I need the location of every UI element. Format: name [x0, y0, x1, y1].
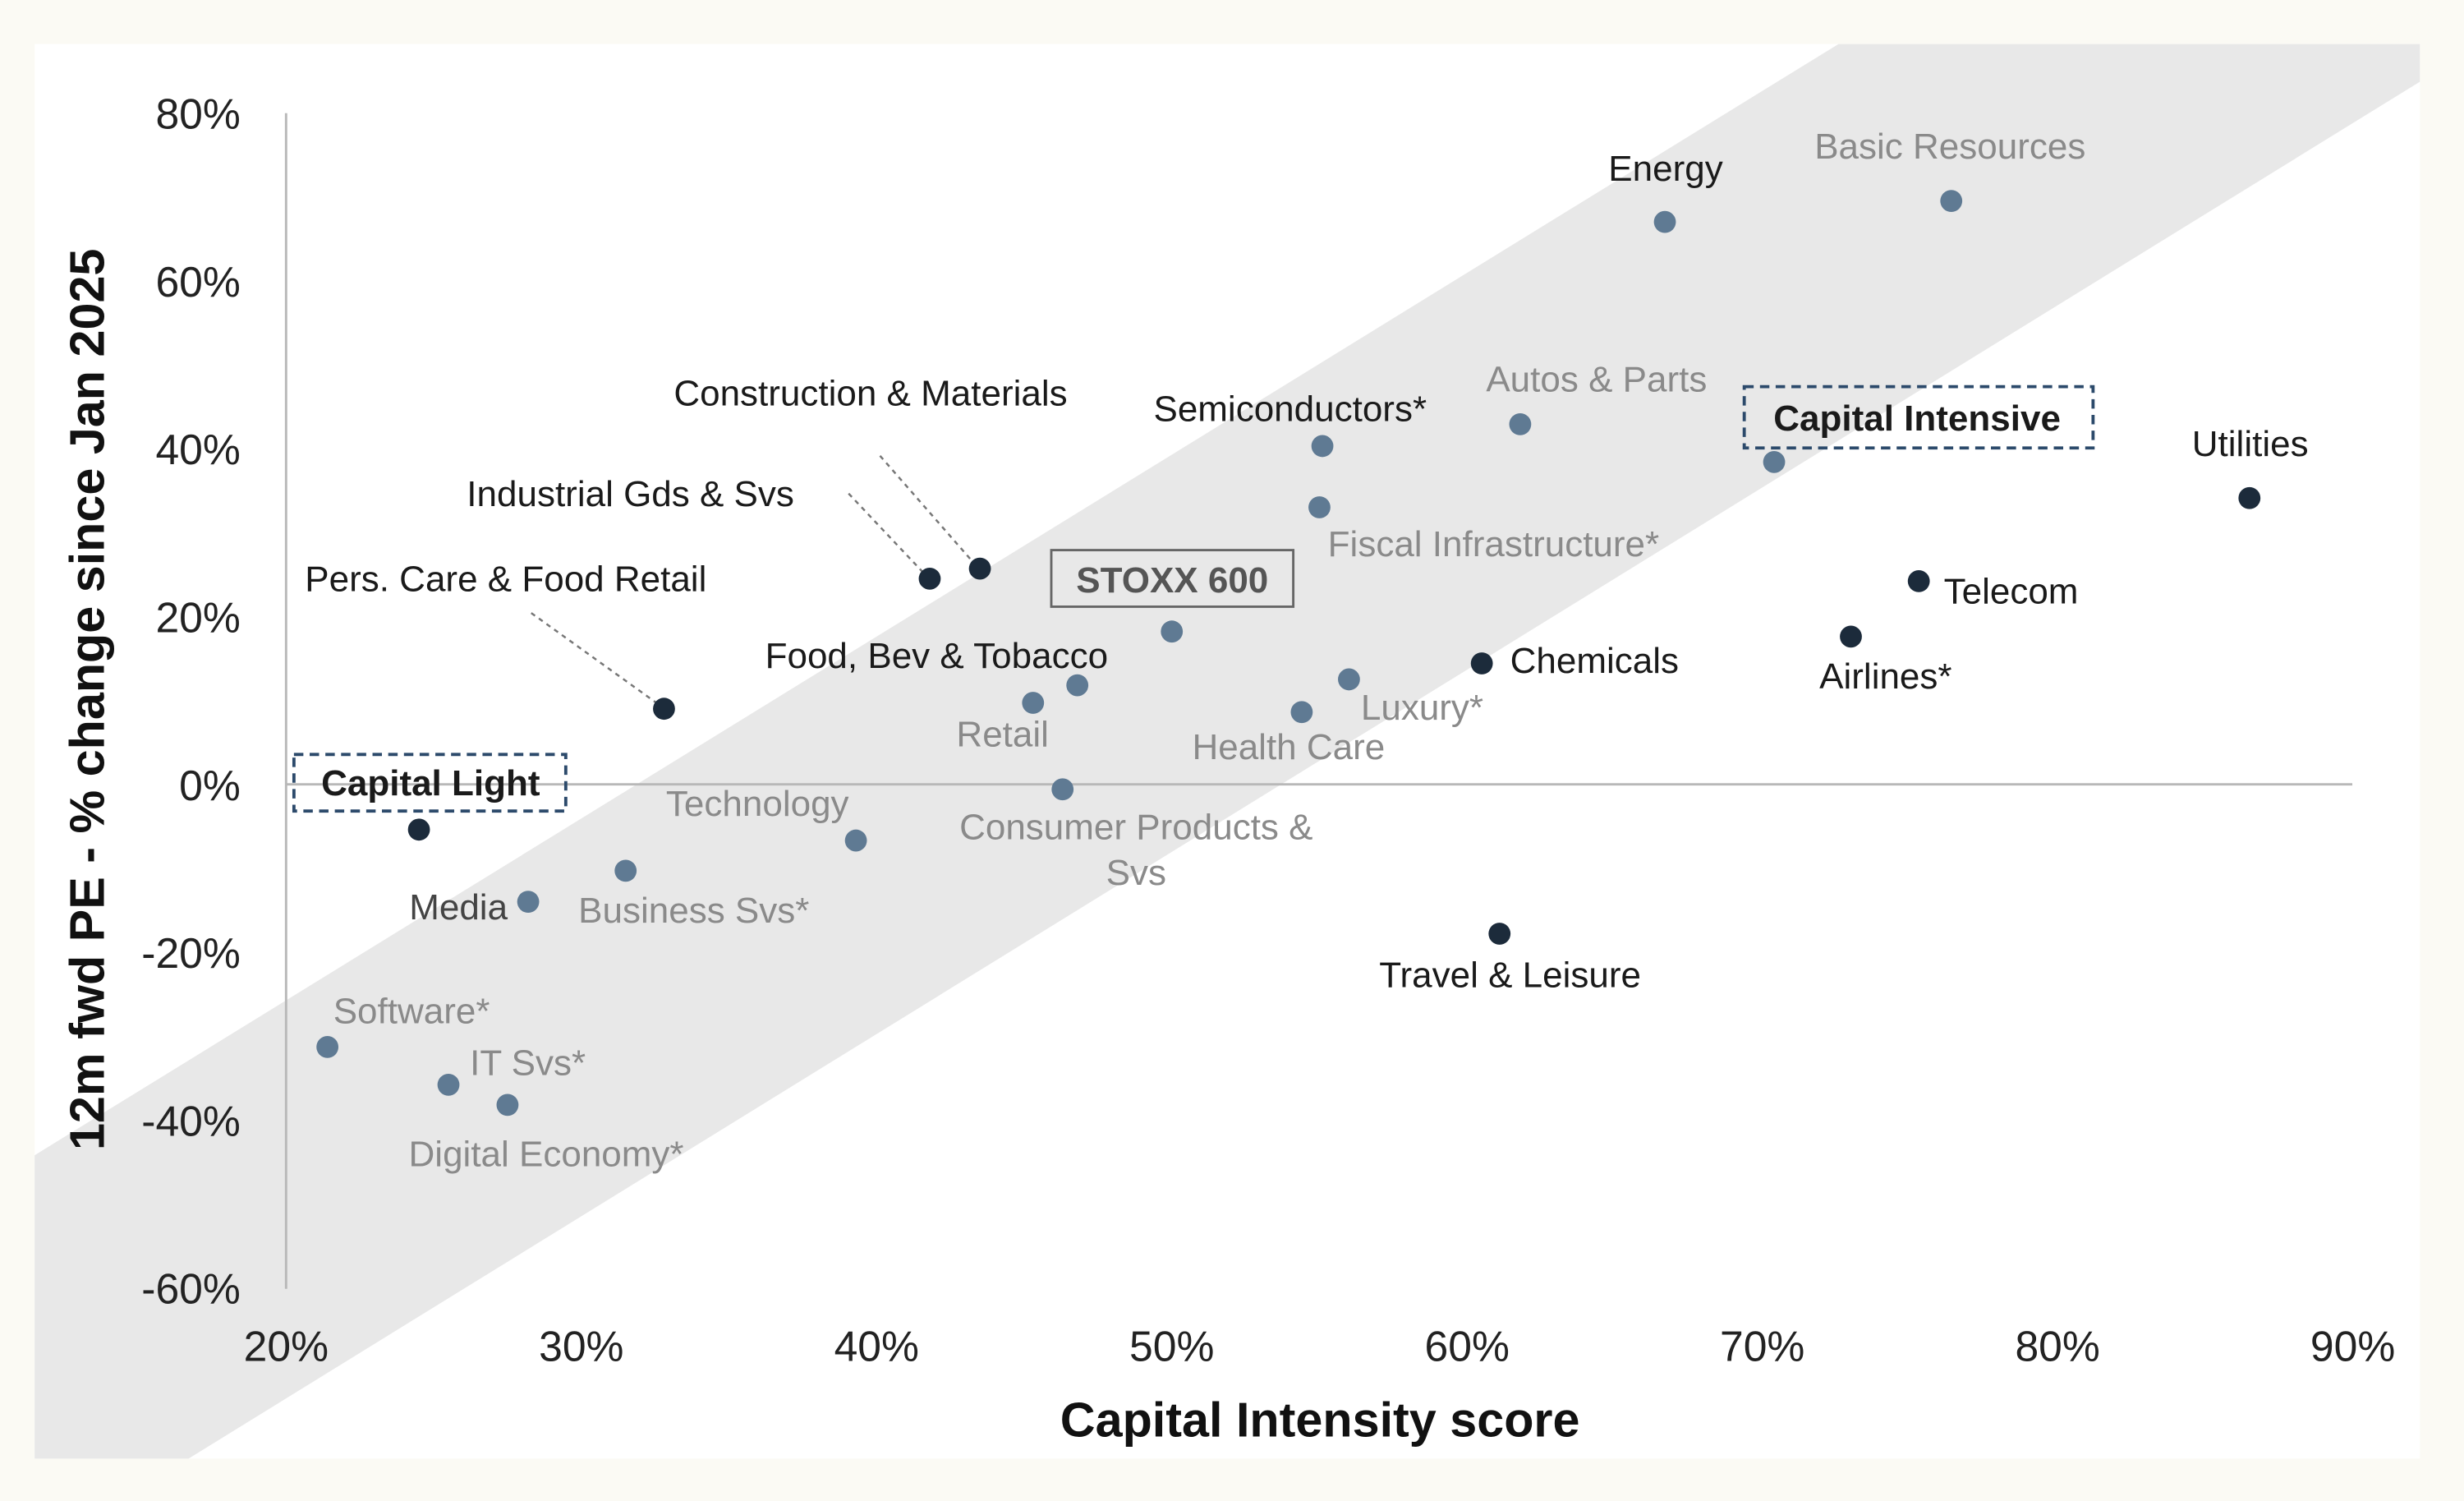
data-point-luxury — [1338, 668, 1360, 691]
y-tick-label: 0% — [179, 762, 241, 809]
capital-light-label: Capital Light — [321, 763, 540, 803]
point-label: Semiconductors* — [1153, 389, 1427, 430]
point-label: Utilities — [2192, 424, 2309, 464]
x-tick-label: 40% — [834, 1323, 919, 1370]
data-point-it-svs — [437, 1073, 460, 1096]
x-axis-title: Capital Intensity score — [1060, 1393, 1580, 1448]
data-point-airlines — [1840, 625, 1862, 648]
point-label: Technology — [666, 784, 849, 824]
y-tick-label: -40% — [141, 1097, 241, 1144]
data-point-consumer-products-svs — [1051, 778, 1074, 801]
data-point-food-bev-tobacco — [1066, 674, 1089, 697]
data-point-autos-parts — [1509, 412, 1532, 435]
point-label: Autos & Parts — [1486, 359, 1707, 399]
data-point-capital-intensive — [1763, 450, 1786, 473]
data-point-retail — [1022, 692, 1045, 714]
point-label: Business Svs* — [578, 891, 809, 931]
data-point-fiscal-infrastructure — [1308, 496, 1331, 518]
point-label: Svs — [1106, 853, 1166, 893]
x-tick-label: 30% — [539, 1323, 623, 1370]
point-label: Luxury* — [1361, 688, 1483, 728]
data-point-capital-light — [407, 818, 430, 841]
data-point-construction-materials — [968, 557, 991, 580]
x-tick-label: 70% — [1720, 1323, 1804, 1370]
y-axis-title: 12m fwd PE - % change since Jan 2025 — [59, 249, 114, 1150]
data-point-health-care — [1290, 701, 1313, 724]
stoxx-600-box — [1050, 549, 1295, 608]
y-tick-label: 60% — [155, 258, 240, 306]
y-tick-label: 20% — [155, 593, 240, 641]
point-label: Retail — [956, 715, 1049, 755]
point-label: Construction & Materials — [673, 374, 1067, 414]
point-label: Airlines* — [1819, 656, 1951, 697]
point-label: Fiscal Infrastructure* — [1328, 524, 1659, 564]
point-label: Chemicals — [1510, 641, 1679, 681]
point-label: IT Svs* — [470, 1043, 586, 1084]
point-label: Health Care — [1192, 727, 1385, 767]
x-tick-label: 20% — [244, 1323, 329, 1370]
data-point-basic-resources — [1940, 190, 1963, 213]
x-tick-label: 50% — [1129, 1323, 1214, 1370]
point-label: Travel & Leisure — [1379, 955, 1641, 995]
data-point-industrial-gds-svs — [918, 567, 941, 590]
y-tick-label: 80% — [155, 90, 240, 137]
point-label: Energy — [1608, 149, 1722, 189]
point-label: Software* — [333, 991, 490, 1031]
data-point-travel-leisure — [1488, 923, 1511, 945]
data-point-pers-care-food-retail — [653, 698, 675, 721]
point-label: Digital Economy* — [409, 1135, 684, 1175]
stoxx-600-label: STOXX 600 — [1076, 560, 1268, 601]
data-point-utilities — [2238, 486, 2261, 509]
data-point-energy — [1653, 210, 1676, 233]
data-point-software — [316, 1035, 339, 1058]
point-label: Basic Resources — [1814, 127, 2085, 167]
data-point-business-svs — [614, 859, 637, 882]
capital-intensive-label: Capital Intensive — [1773, 398, 2061, 439]
point-label: Telecom — [1944, 572, 2079, 612]
capital-intensive-box — [1742, 384, 2095, 450]
point-label: Media — [409, 887, 508, 928]
data-point-stoxx-600 — [1161, 620, 1184, 643]
point-label: Food, Bev & Tobacco — [765, 636, 1108, 676]
x-tick-label: 80% — [2015, 1323, 2099, 1370]
point-label: Industrial Gds & Svs — [467, 474, 794, 514]
point-label: Pers. Care & Food Retail — [305, 559, 706, 599]
y-tick-label: -20% — [141, 929, 241, 977]
capital-light-box — [292, 753, 568, 813]
data-point-semiconductors — [1311, 435, 1334, 458]
data-point-telecom — [1907, 570, 1930, 592]
data-point-digital-economy — [496, 1094, 519, 1117]
data-point-chemicals — [1470, 652, 1493, 675]
leader-line — [848, 492, 930, 579]
y-tick-label: -60% — [141, 1265, 241, 1313]
data-point-media — [517, 891, 540, 914]
x-tick-label: 90% — [2310, 1323, 2395, 1370]
capital-intensity-band — [34, 44, 2420, 1459]
leader-line — [879, 454, 980, 570]
x-tick-label: 60% — [1425, 1323, 1510, 1370]
point-label: Consumer Products & — [959, 808, 1312, 848]
data-point-technology — [844, 829, 867, 852]
y-tick-label: 40% — [155, 426, 240, 473]
